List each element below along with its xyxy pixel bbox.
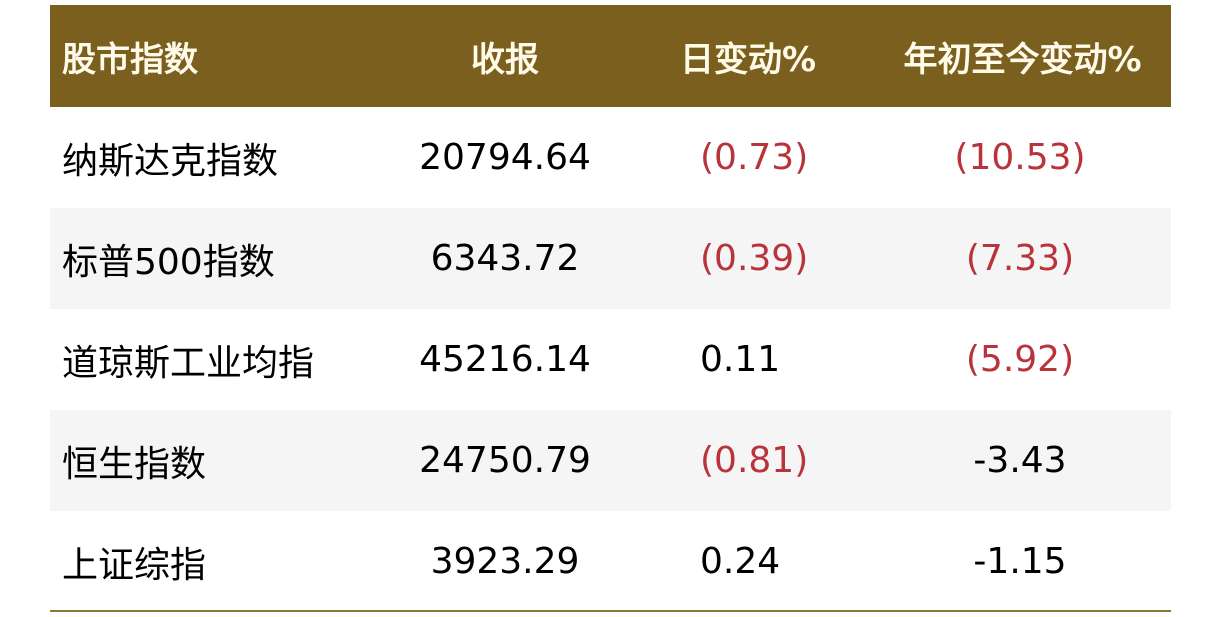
table-row: 纳斯达克指数 20794.64 (0.73) (10.53) xyxy=(50,107,1171,208)
ytd-change: (7.33) xyxy=(965,238,1075,279)
ytd-change: (5.92) xyxy=(965,339,1075,380)
table-header: 股市指数 收报 日变动% 年初至今变动% xyxy=(50,5,1171,107)
header-close: 收报 xyxy=(471,39,539,80)
header-day-change: 日变动% xyxy=(680,39,817,80)
ytd-change: -3.43 xyxy=(973,440,1067,481)
close-value: 20794.64 xyxy=(419,137,591,178)
index-name: 标普500指数 xyxy=(62,241,275,283)
close-value: 3923.29 xyxy=(430,541,580,582)
index-name: 纳斯达克指数 xyxy=(62,140,279,182)
table-row: 上证综指 3923.29 0.24 -1.15 xyxy=(50,511,1171,612)
index-name: 恒生指数 xyxy=(62,443,207,485)
day-change: (0.81) xyxy=(700,440,809,481)
header-index: 股市指数 xyxy=(62,39,198,80)
table-row: 道琼斯工业均指 45216.14 0.11 (5.92) xyxy=(50,309,1171,410)
day-change: (0.73) xyxy=(700,137,809,178)
bottom-rule xyxy=(50,610,1171,612)
header-ytd-change: 年初至今变动% xyxy=(903,39,1142,80)
index-name: 上证综指 xyxy=(62,544,207,586)
ytd-change: -1.15 xyxy=(973,541,1067,582)
day-change: 0.11 xyxy=(700,339,781,380)
day-change: 0.24 xyxy=(700,541,781,582)
index-name: 道琼斯工业均指 xyxy=(62,342,315,384)
ytd-change: (10.53) xyxy=(954,137,1086,178)
close-value: 45216.14 xyxy=(419,339,591,380)
day-change: (0.39) xyxy=(700,238,809,279)
table-row: 恒生指数 24750.79 (0.81) -3.43 xyxy=(50,410,1171,511)
index-table: 股市指数 收报 日变动% 年初至今变动% 纳斯达克指数 20794.64 (0.73… xyxy=(50,5,1171,612)
close-value: 6343.72 xyxy=(430,238,580,279)
table-row: 标普500指数 6343.72 (0.39) (7.33) xyxy=(50,208,1171,309)
close-value: 24750.79 xyxy=(419,440,591,481)
